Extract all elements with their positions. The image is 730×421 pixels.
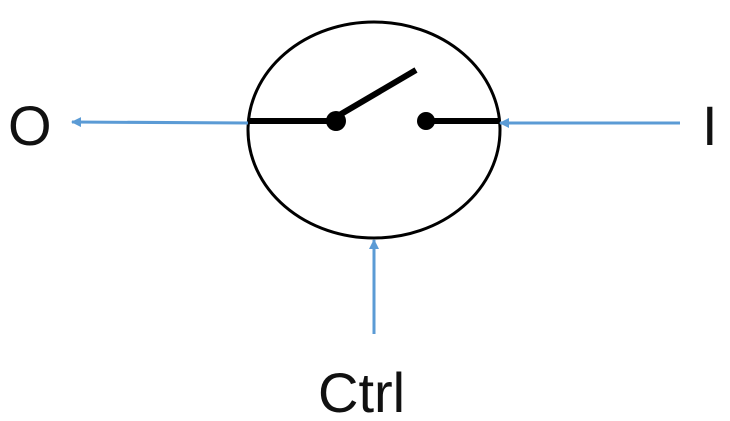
input-label: I [702, 94, 718, 157]
control-label: Ctrl [318, 361, 405, 421]
output-arrow [71, 117, 249, 128]
output-label: O [8, 94, 52, 157]
switch-body-circle [246, 20, 502, 240]
switch-blade [334, 67, 418, 120]
